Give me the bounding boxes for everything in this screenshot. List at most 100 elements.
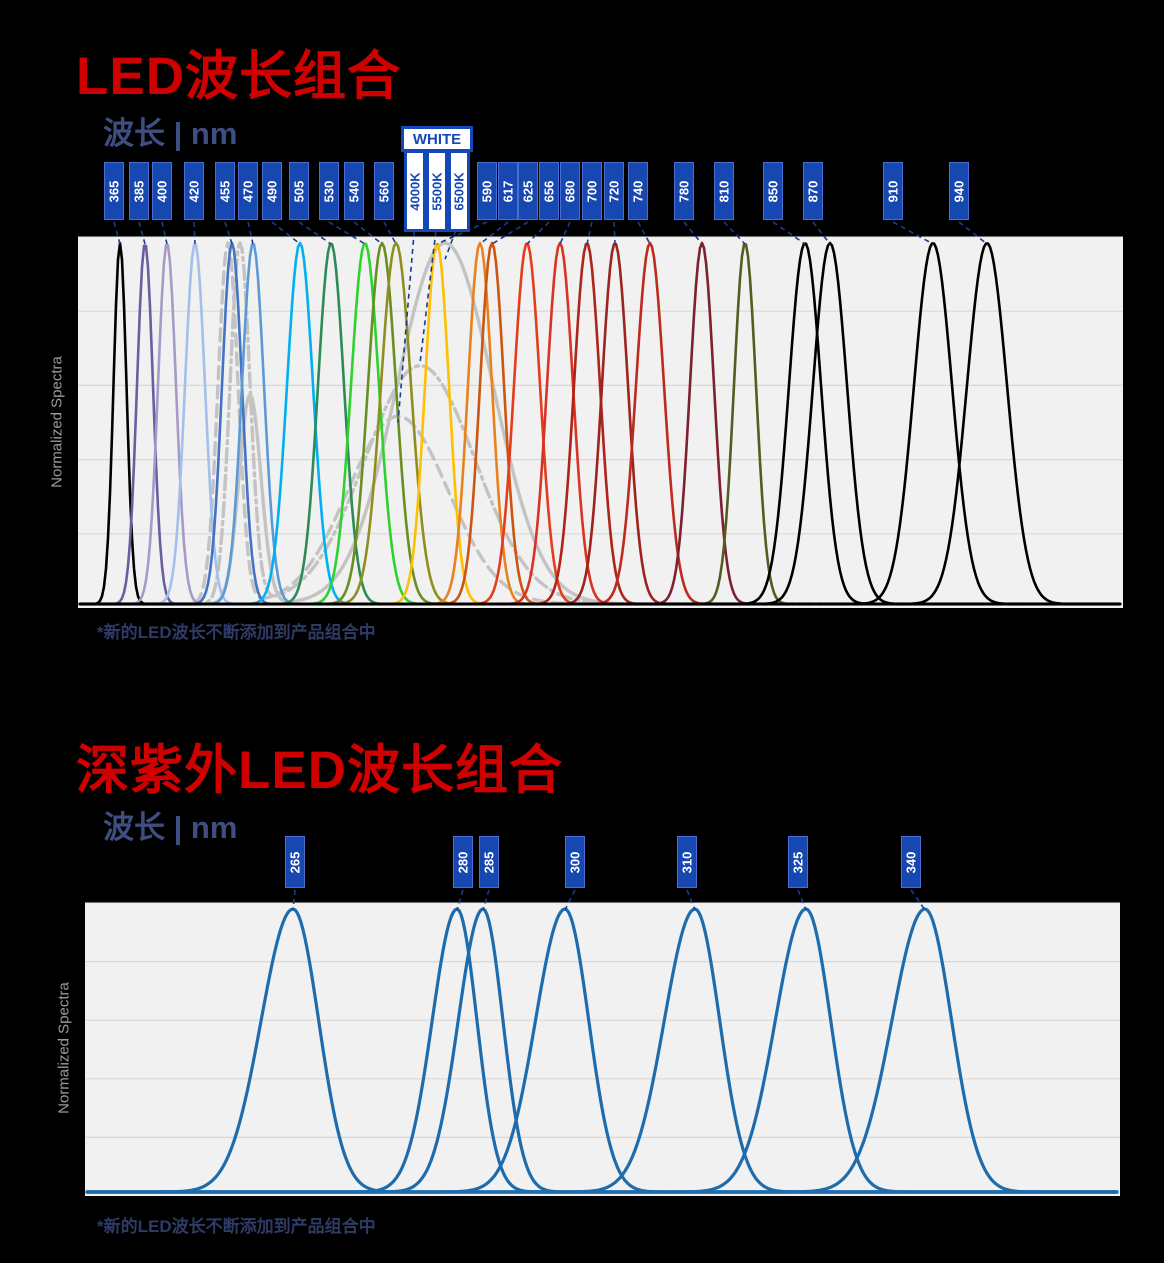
label-text: 420 [186, 180, 202, 202]
wavelength-label-325: 325 [788, 836, 808, 888]
top-chart-title: LED波长组合 [76, 47, 401, 106]
label-text: 455 [217, 180, 233, 202]
wavelength-label-940: 940 [949, 162, 969, 220]
label-text: 850 [765, 180, 781, 202]
wavelength-label-625: 625 [518, 162, 538, 220]
label-text: 285 [481, 851, 497, 873]
label-leader-line-490 [271, 221, 301, 245]
wavelength-label-700: 700 [582, 162, 602, 220]
label-text: 340 [903, 851, 919, 873]
wavelength-label-365: 365 [104, 162, 124, 220]
top-chart-x-axis-title: 波长 | nm [103, 116, 238, 151]
wavelength-label-910: 910 [883, 162, 903, 220]
label-leader-line-910 [892, 221, 934, 245]
label-leader-line-365 [113, 221, 121, 245]
white-cct-label-4000K: 4000K [404, 150, 426, 232]
label-leader-line-280 [456, 889, 464, 911]
top-chart-plot [78, 221, 1123, 608]
wavelength-label-470: 470 [238, 162, 258, 220]
wavelength-label-265: 265 [285, 836, 305, 888]
wavelength-label-656: 656 [539, 162, 559, 220]
label-text: 740 [630, 180, 646, 202]
wavelength-label-340: 340 [901, 836, 921, 888]
wavelength-label-505: 505 [289, 162, 309, 220]
label-text: 910 [885, 180, 901, 202]
wavelength-label-285: 285 [479, 836, 499, 888]
wavelength-label-740: 740 [628, 162, 648, 220]
label-leader-line-590 [436, 221, 488, 245]
bottom-chart-y-axis-label: Normalized Spectra [55, 982, 73, 1114]
wavelength-label-590: 590 [477, 162, 497, 220]
label-leader-line-680 [559, 221, 571, 245]
white-group-label: WHITE [401, 126, 473, 152]
label-text: 590 [479, 180, 495, 202]
label-leader-line-870 [812, 221, 831, 245]
label-leader-line-400 [161, 221, 168, 245]
label-text: 385 [131, 180, 147, 202]
label-leader-line-5500K [419, 221, 438, 364]
wavelength-label-810: 810 [714, 162, 734, 220]
label-text: 310 [679, 851, 695, 873]
label-text: 300 [567, 851, 583, 873]
label-text: 780 [676, 180, 692, 202]
label-leader-line-780 [683, 221, 703, 245]
label-leader-line-300 [564, 889, 576, 911]
label-text: 560 [376, 180, 392, 202]
label-leader-line-285 [482, 889, 490, 911]
label-text: 540 [346, 180, 362, 202]
label-leader-line-720 [613, 221, 616, 245]
wavelength-label-560: 560 [374, 162, 394, 220]
label-leader-line-265 [292, 889, 296, 911]
wavelength-label-280: 280 [453, 836, 473, 888]
label-text: 617 [500, 180, 516, 202]
wavelength-label-850: 850 [763, 162, 783, 220]
label-text: 325 [790, 851, 806, 873]
label-text: 470 [240, 180, 256, 202]
bottom-chart-plot [85, 889, 1120, 1196]
label-leader-line-420 [193, 221, 196, 245]
label-leader-line-470 [247, 221, 254, 245]
label-text: 720 [606, 180, 622, 202]
label-leader-line-6500K [444, 221, 460, 260]
wavelength-label-530: 530 [319, 162, 339, 220]
label-leader-line-310 [686, 889, 696, 911]
wavelength-label-490: 490 [262, 162, 282, 220]
label-leader-line-325 [797, 889, 807, 911]
wavelength-label-455: 455 [215, 162, 235, 220]
label-text: 656 [541, 180, 557, 202]
wavelength-label-540: 540 [344, 162, 364, 220]
label-text: 700 [584, 180, 600, 202]
label-text: 280 [455, 851, 471, 873]
label-leader-line-455 [224, 221, 233, 245]
label-text: 680 [562, 180, 578, 202]
label-leader-line-625 [491, 221, 529, 245]
wavelength-label-310: 310 [677, 836, 697, 888]
label-text: 365 [106, 180, 122, 202]
label-text: 4000K [407, 171, 423, 211]
top-chart-y-axis-label: Normalized Spectra [48, 356, 66, 488]
label-leader-line-505 [298, 221, 332, 245]
label-text: 530 [321, 180, 337, 202]
bottom-chart-title: 深紫外LED波长组合 [76, 741, 563, 800]
label-leader-line-700 [586, 221, 593, 245]
label-text: 940 [951, 180, 967, 202]
wavelength-label-617: 617 [498, 162, 518, 220]
label-leader-line-530 [328, 221, 366, 245]
label-text: 265 [287, 851, 303, 873]
label-leader-line-940 [958, 221, 988, 245]
label-leader-line-340 [910, 889, 926, 911]
label-leader-line-617 [479, 221, 509, 245]
label-text: 490 [264, 180, 280, 202]
label-text: 505 [291, 180, 307, 202]
wavelength-label-870: 870 [803, 162, 823, 220]
spectrum-curve-940 [78, 242, 1122, 606]
wavelength-label-300: 300 [565, 836, 585, 888]
wavelength-label-680: 680 [560, 162, 580, 220]
wavelength-label-400: 400 [152, 162, 172, 220]
label-leader-line-850 [772, 221, 806, 245]
plot-area-background [85, 903, 1120, 1196]
label-leader-line-560 [383, 221, 397, 245]
label-text: 870 [805, 180, 821, 202]
label-text: 5500K [429, 171, 445, 211]
